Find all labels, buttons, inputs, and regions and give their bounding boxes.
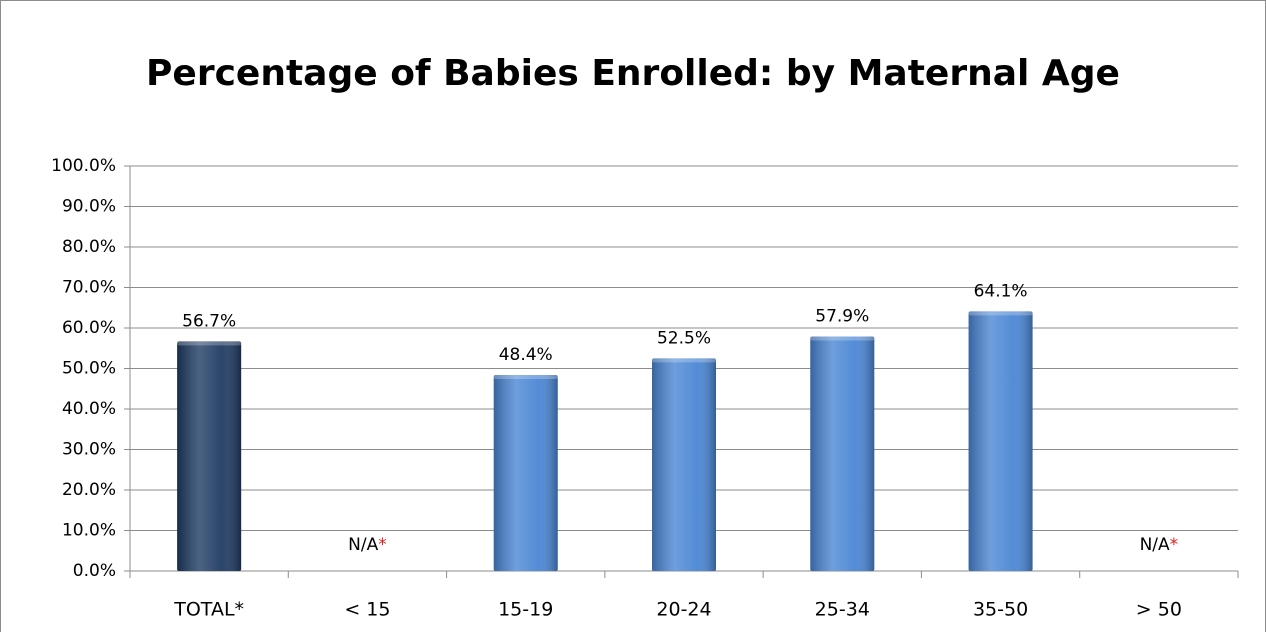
y-tick-label: 0.0% bbox=[73, 561, 116, 581]
value-label-text: 64.1% bbox=[974, 281, 1028, 301]
chart-title: Percentage of Babies Enrolled: by Matern… bbox=[146, 53, 1120, 94]
y-tick-label: 10.0% bbox=[62, 521, 116, 541]
value-label-text: 52.5% bbox=[657, 328, 711, 348]
value-label: 64.1% bbox=[974, 281, 1028, 301]
y-tick-label: 80.0% bbox=[62, 237, 116, 257]
x-tick-label: > 50 bbox=[1136, 599, 1182, 621]
value-label: N/A* bbox=[348, 535, 387, 555]
bar-cap bbox=[177, 341, 242, 346]
bar-shine bbox=[810, 336, 875, 571]
x-tick-label: 15-19 bbox=[498, 599, 553, 621]
value-label-text: N/A bbox=[348, 535, 378, 555]
bar-cap bbox=[810, 336, 875, 341]
y-tick-label: 60.0% bbox=[62, 318, 116, 338]
x-tick-label: TOTAL* bbox=[173, 599, 244, 621]
value-label: 52.5% bbox=[657, 328, 711, 348]
value-label-text: 57.9% bbox=[815, 307, 869, 327]
value-label-text: 56.7% bbox=[182, 311, 236, 331]
value-label-mark: * bbox=[1170, 535, 1179, 555]
bar-shine bbox=[177, 341, 242, 571]
x-tick-label: 35-50 bbox=[973, 599, 1028, 621]
value-label: 48.4% bbox=[499, 345, 553, 365]
value-label-text: N/A bbox=[1140, 535, 1170, 555]
value-label: 56.7% bbox=[182, 311, 236, 331]
x-tick-label: 20-24 bbox=[656, 599, 711, 621]
y-tick-label: 30.0% bbox=[62, 440, 116, 460]
y-tick-label: 20.0% bbox=[62, 480, 116, 500]
value-label: N/A* bbox=[1140, 535, 1179, 555]
y-tick-label: 90.0% bbox=[62, 197, 116, 217]
bar-shine bbox=[652, 358, 716, 571]
bar-cap bbox=[493, 374, 558, 379]
bar-cap bbox=[652, 358, 716, 363]
value-label-mark: * bbox=[378, 535, 387, 555]
bar-shine bbox=[968, 311, 1033, 571]
y-tick-label: 50.0% bbox=[62, 359, 116, 379]
y-tick-label: 100.0% bbox=[51, 156, 116, 176]
bar-shine bbox=[493, 374, 558, 571]
value-label-text: 48.4% bbox=[499, 345, 553, 365]
value-label: 57.9% bbox=[815, 307, 869, 327]
y-tick-label: 70.0% bbox=[62, 278, 116, 298]
x-tick-label: < 15 bbox=[344, 599, 390, 621]
bar-cap bbox=[968, 311, 1033, 316]
x-tick-label: 25-34 bbox=[815, 599, 870, 621]
y-tick-label: 40.0% bbox=[62, 399, 116, 419]
